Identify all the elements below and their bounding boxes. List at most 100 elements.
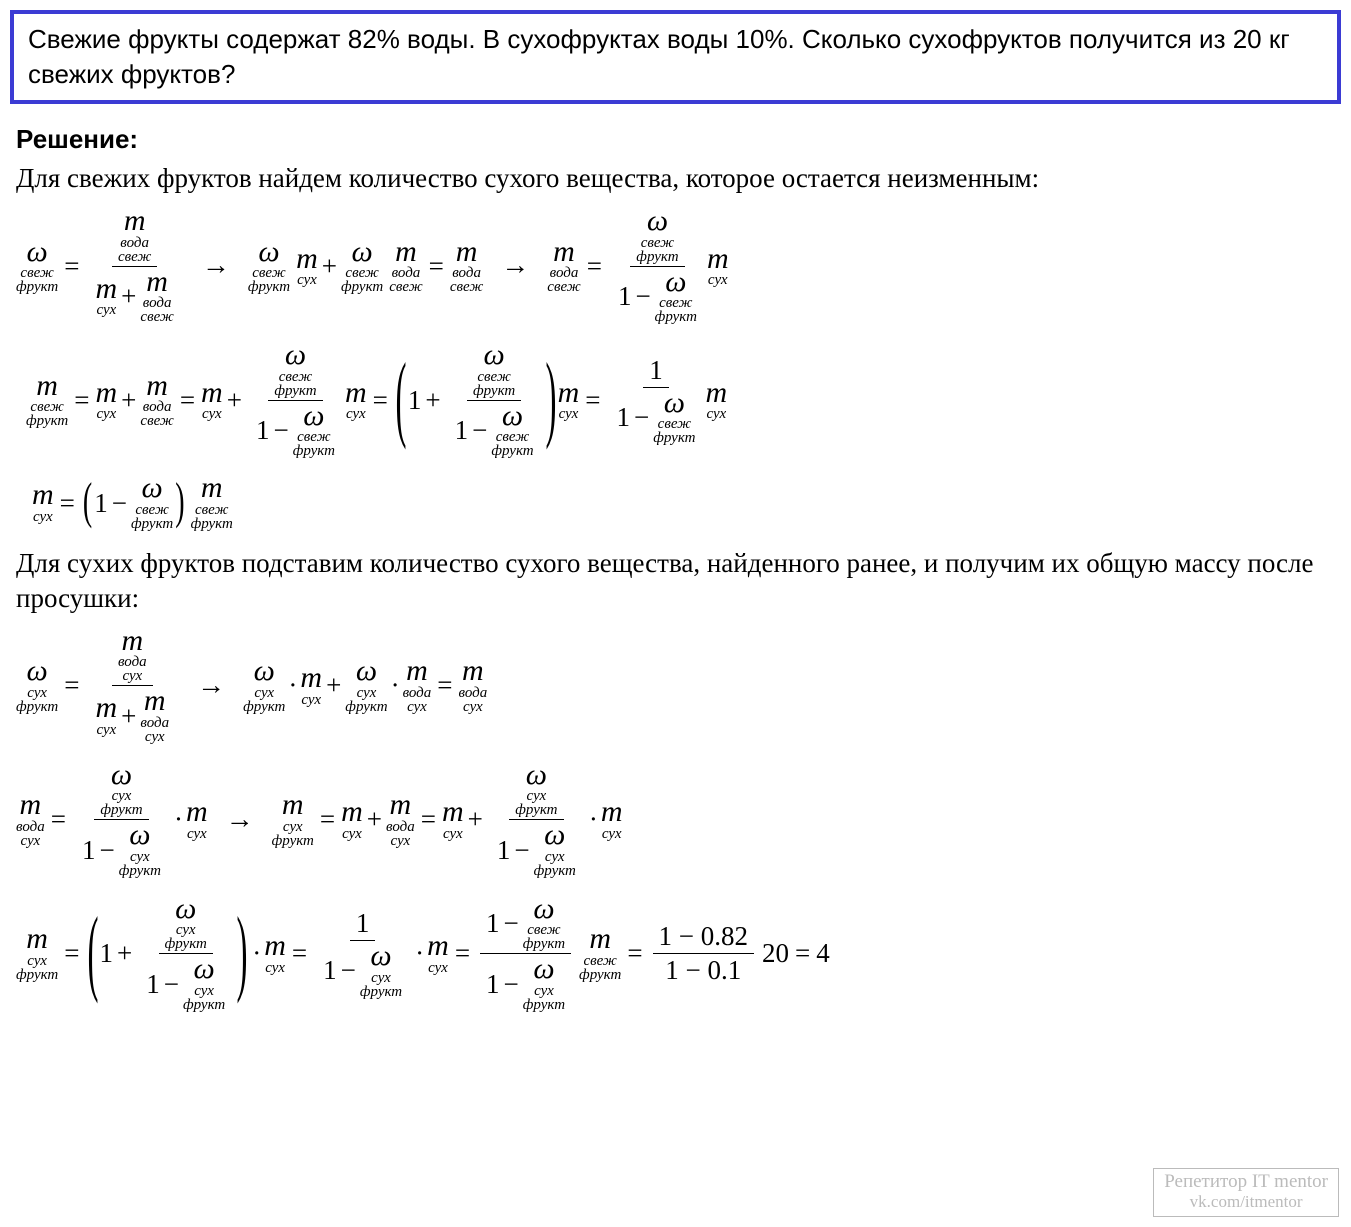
var-m-voda-sukh: m вода сух [459,657,488,715]
var-m-svezh-frukt: m свеж фрукт [191,474,233,532]
final-result: 4 [816,938,830,969]
final-numerator: 1 − 0.82 [659,921,748,952]
var-m-sukh: m сух [345,379,367,423]
var-m-sukh: m сух [442,798,464,842]
var-omega-svezh-frukt: ω свеж фрукт [523,895,565,953]
var-m-sukh: m сух [186,798,208,842]
var-m-voda-sukh: m вода сух [140,687,169,745]
var-m-voda-svezh: m вода свеж [140,268,173,326]
left-paren-icon: ( [83,474,92,532]
right-paren-icon: ) [545,346,556,455]
var-omega-sukh-frukt: ω сух фрукт [360,942,402,1000]
var-omega-sukh-frukt: ω сух фрукт [100,761,142,819]
arrow-icon: → [197,670,225,702]
equation-row-4: ω сух фрукт = m вода сух m сух + m [16,626,1335,746]
var-omega-svezh-frukt: ω свеж фрукт [653,389,695,447]
var-omega-sukh-frukt: ω сух фрукт [119,821,161,879]
equation-row-1: ω свеж фрукт = m вода свеж m сух + m [16,206,1335,326]
var-m-sukh: m сух [96,379,118,423]
var-m-voda-svezh: m вода свеж [389,238,422,296]
arrow-icon: → [202,250,230,282]
fraction: ω сух фрукт 1 − ω сух фрукт [491,760,582,880]
var-m-sukh-frukt: m сух фрукт [272,791,314,849]
var-omega-sukh-frukt: ω сух фрукт [165,895,207,953]
var-m-sukh: m сух [707,245,729,289]
var-m-sukh: m сух [341,798,363,842]
fraction: 1 1 − ω сух фрукт [317,907,408,1001]
var-omega-svezh-frukt: ω свеж фрукт [248,238,290,296]
var-omega-svezh-frukt: ω свеж фрукт [473,341,515,399]
var-m-sukh: m сух [264,932,286,976]
var-m-sukh: m сух [558,379,580,423]
var-omega-sukh-frukt: ω сух фрукт [243,657,285,715]
var-m-svezh-frukt: m свеж фрукт [26,372,68,430]
watermark-line1: Репетитор IT mentor [1164,1171,1328,1193]
var-m-sukh: m сух [706,379,728,423]
arrow-icon: → [501,250,529,282]
fraction-numeric: 1 − 0.82 1 − 0.1 [653,920,754,987]
var-m-sukh: m сух [32,481,54,525]
fraction: ω свеж фрукт 1 − ω свеж фрукт [612,206,703,326]
var-omega-svezh-frukt: ω свеж фрукт [655,268,697,326]
var-m-svezh-frukt: m свеж фрукт [579,925,621,983]
equation-row-6: m сух фрукт = ( 1 + ω сух фрукт 1 − ω су… [16,894,1335,1014]
var-m-voda-sukh: m вода сух [16,791,45,849]
var-m-sukh: m сух [96,694,118,738]
var-omega-svezh-frukt: ω свеж фрукт [341,238,383,296]
final-denominator: 1 − 0.1 [665,955,741,986]
var-omega-svezh-frukt: ω свеж фрукт [293,402,335,460]
arrow-icon: → [226,804,254,836]
equation-row-5: m вода сух = ω сух фрукт 1 − ω сух фрукт [16,760,1335,880]
fraction: m вода свеж m сух + m вода свеж [90,206,180,326]
var-m-voda-svezh: m вода свеж [140,372,173,430]
var-omega-sukh-frukt: ω сух фрукт [16,657,58,715]
right-paren-icon: ) [237,900,248,1009]
var-omega-svezh-frukt: ω свеж фрукт [636,207,678,265]
equation-row-2: m свеж фрукт = m сух + m вода свеж = m с… [26,340,1335,460]
solution-label-text: Решение: [16,124,138,154]
problem-box: Свежие фрукты содержат 82% воды. В сухоф… [10,10,1341,104]
var-omega-sukh-frukt: ω сух фрукт [515,761,557,819]
var-m-voda-svezh: m вода свеж [118,207,151,265]
solution-content: Решение: Для свежих фруктов найдем колич… [0,114,1351,1038]
fraction: 1 1 − ω свеж фрукт [611,354,702,448]
var-omega-svezh-frukt: ω свеж фрукт [16,238,58,296]
solution-label: Решение: [16,124,1335,155]
fraction: ω свеж фрукт 1 − ω свеж фрукт [250,340,341,460]
final-mass: 20 [762,938,789,969]
var-m-sukh: m сух [296,245,318,289]
var-m-voda-svezh: m вода свеж [450,238,483,296]
watermark: Репетитор IT mentor vk.com/itmentor [1153,1168,1339,1217]
var-m-voda-sukh: m вода сух [403,657,432,715]
equation-row-3: m сух = ( 1 − ω свеж фрукт ) m свеж фрук… [32,474,1335,532]
var-m-voda-sukh: m вода сух [118,627,147,685]
left-paren-icon: ( [87,900,98,1009]
var-m-sukh: m сух [201,379,223,423]
var-omega-sukh-frukt: ω сух фрукт [183,955,225,1013]
var-omega-svezh-frukt: ω свеж фрукт [491,402,533,460]
var-omega-sukh-frukt: ω сух фрукт [534,821,576,879]
var-m-sukh: m сух [427,932,449,976]
paragraph-2: Для сухих фруктов подставим количество с… [16,546,1335,616]
problem-text: Свежие фрукты содержат 82% воды. В сухоф… [28,22,1323,92]
watermark-line2: vk.com/itmentor [1164,1192,1328,1212]
fraction: m вода сух m сух + m вода сух [90,626,176,746]
eq-sign: = [64,251,79,282]
var-m-voda-sukh: m вода сух [386,791,415,849]
var-omega-svezh-frukt: ω свеж фрукт [274,341,316,399]
var-omega-svezh-frukt: ω свеж фрукт [131,474,173,532]
var-m-voda-svezh: m вода свеж [547,238,580,296]
fraction: ω сух фрукт 1 − ω сух фрукт [140,894,231,1014]
fraction: ω сух фрукт 1 − ω сух фрукт [76,760,167,880]
left-paren-icon: ( [395,346,406,455]
right-paren-icon: ) [175,474,184,532]
fraction: 1 − ω свеж фрукт 1 − ω сух фрукт [480,894,571,1014]
var-m-sukh: m сух [601,798,623,842]
var-omega-sukh-frukt: ω сух фрукт [523,955,565,1013]
var-m-sukh: m сух [300,664,322,708]
paragraph-1: Для свежих фруктов найдем количество сух… [16,161,1335,196]
fraction: ω свеж фрукт 1 − ω свеж фрукт [449,340,540,460]
var-omega-sukh-frukt: ω сух фрукт [345,657,387,715]
var-m-sukh: m сух [96,275,118,319]
var-m-sukh-frukt: m сух фрукт [16,925,58,983]
